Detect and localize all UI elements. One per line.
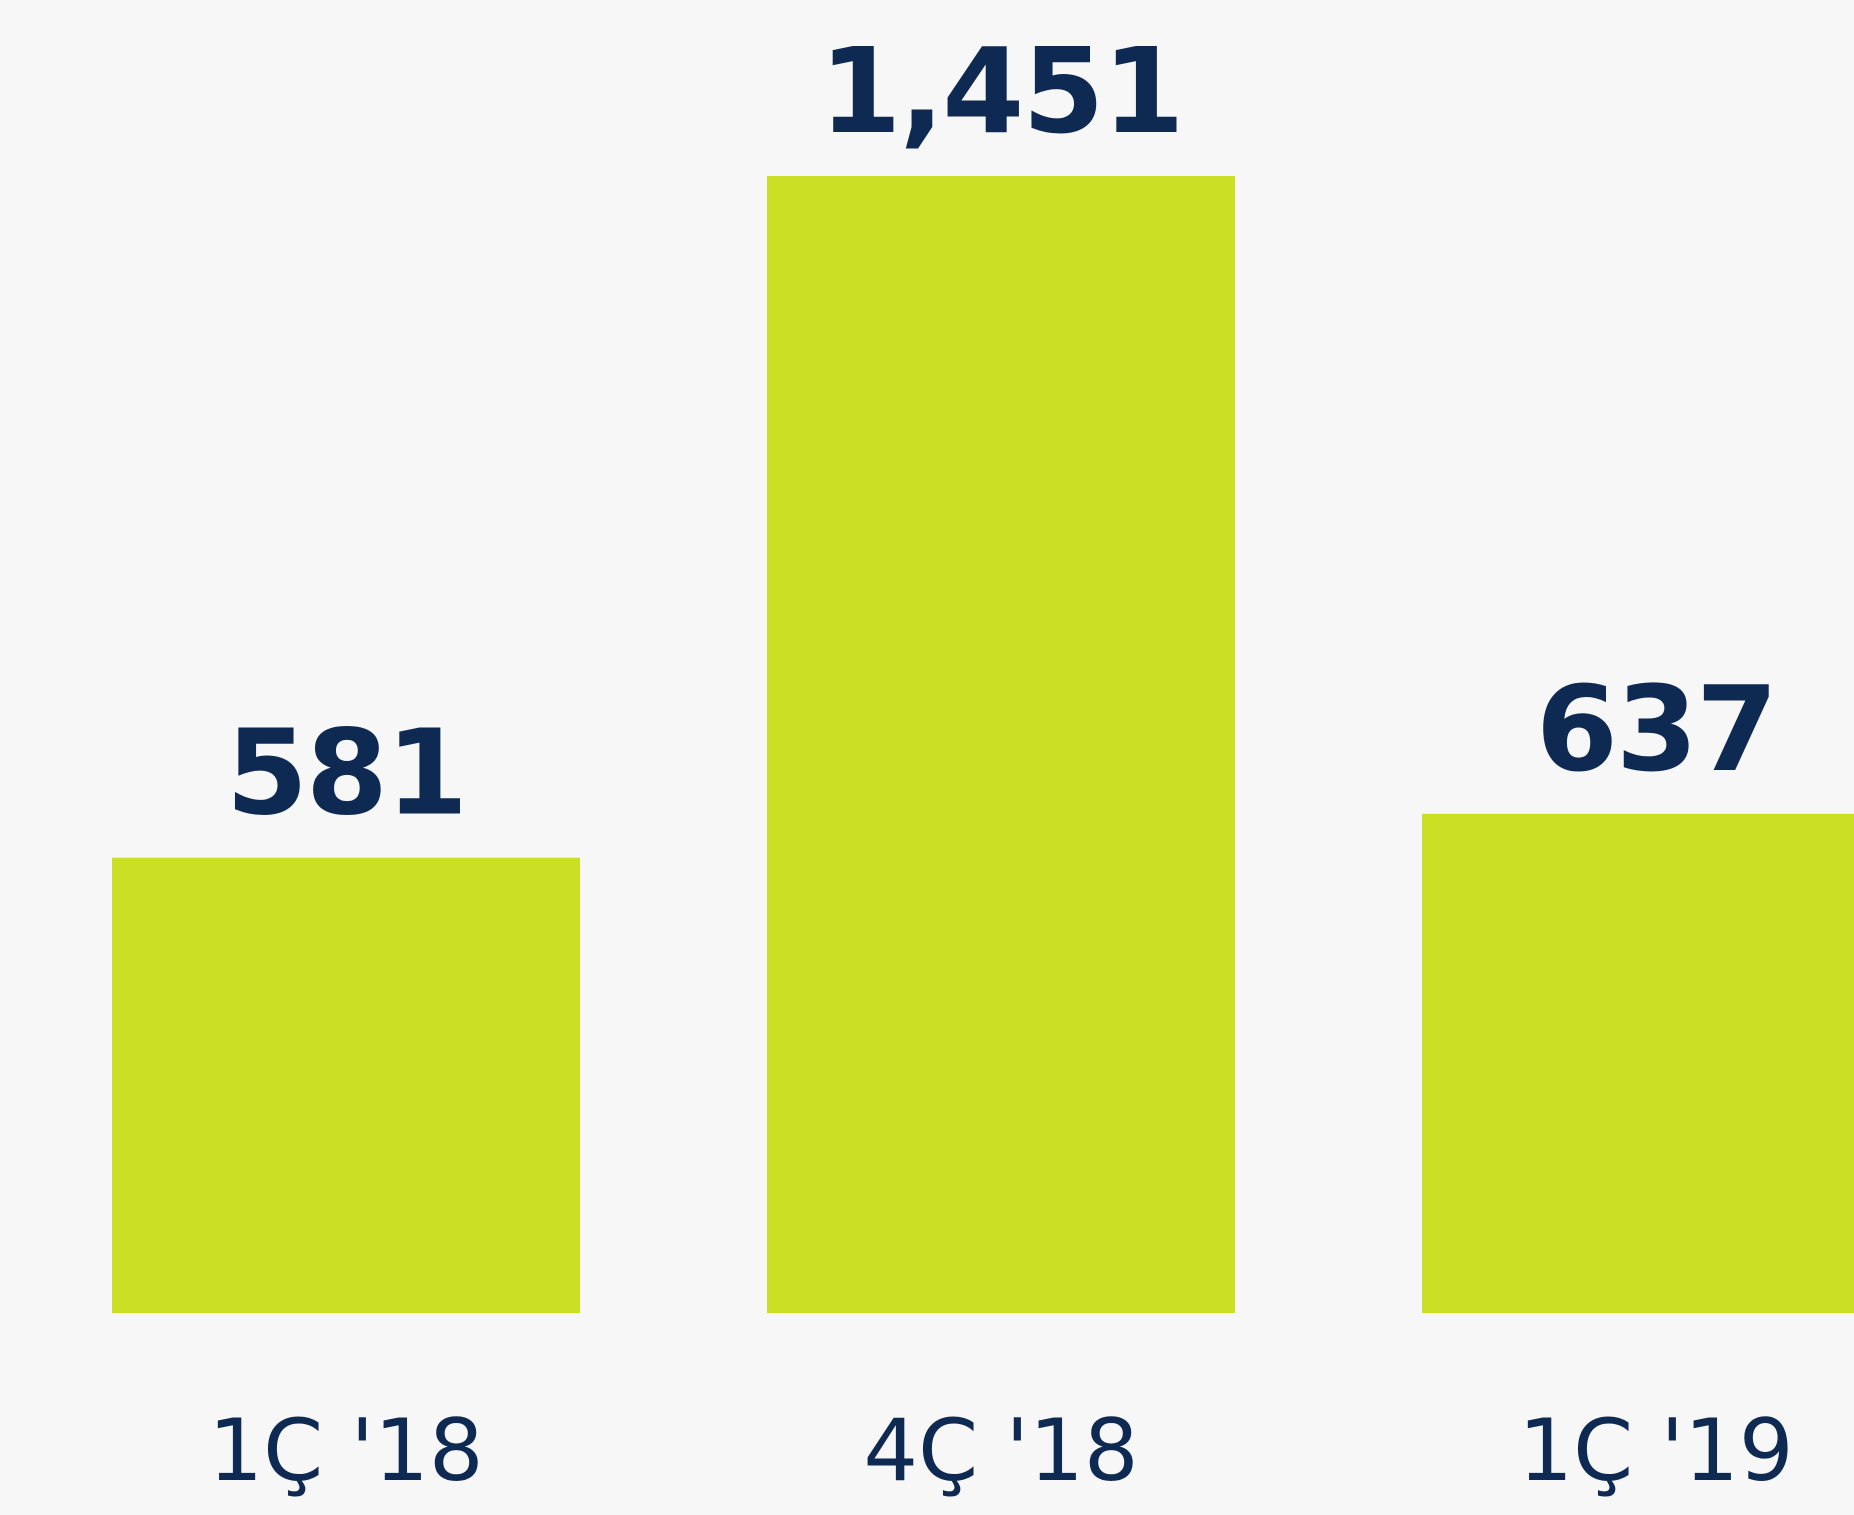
category-labels-group: 1Ç '18 4Ç '18 1Ç '19 [208,1401,1793,1501]
bar-1 [112,857,580,1313]
category-label-3: 1Ç '19 [1518,1401,1793,1501]
value-label-2: 1,451 [819,22,1182,160]
value-label-3: 637 [1536,660,1776,798]
category-label-2: 4Ç '18 [863,1401,1138,1501]
bars-group [112,176,1854,1313]
bar-3 [1422,813,1854,1313]
category-label-1: 1Ç '18 [208,1401,483,1501]
value-labels-group: 581 1,451 637 [226,22,1778,842]
value-label-1: 581 [226,704,466,842]
bar-2 [767,176,1235,1313]
